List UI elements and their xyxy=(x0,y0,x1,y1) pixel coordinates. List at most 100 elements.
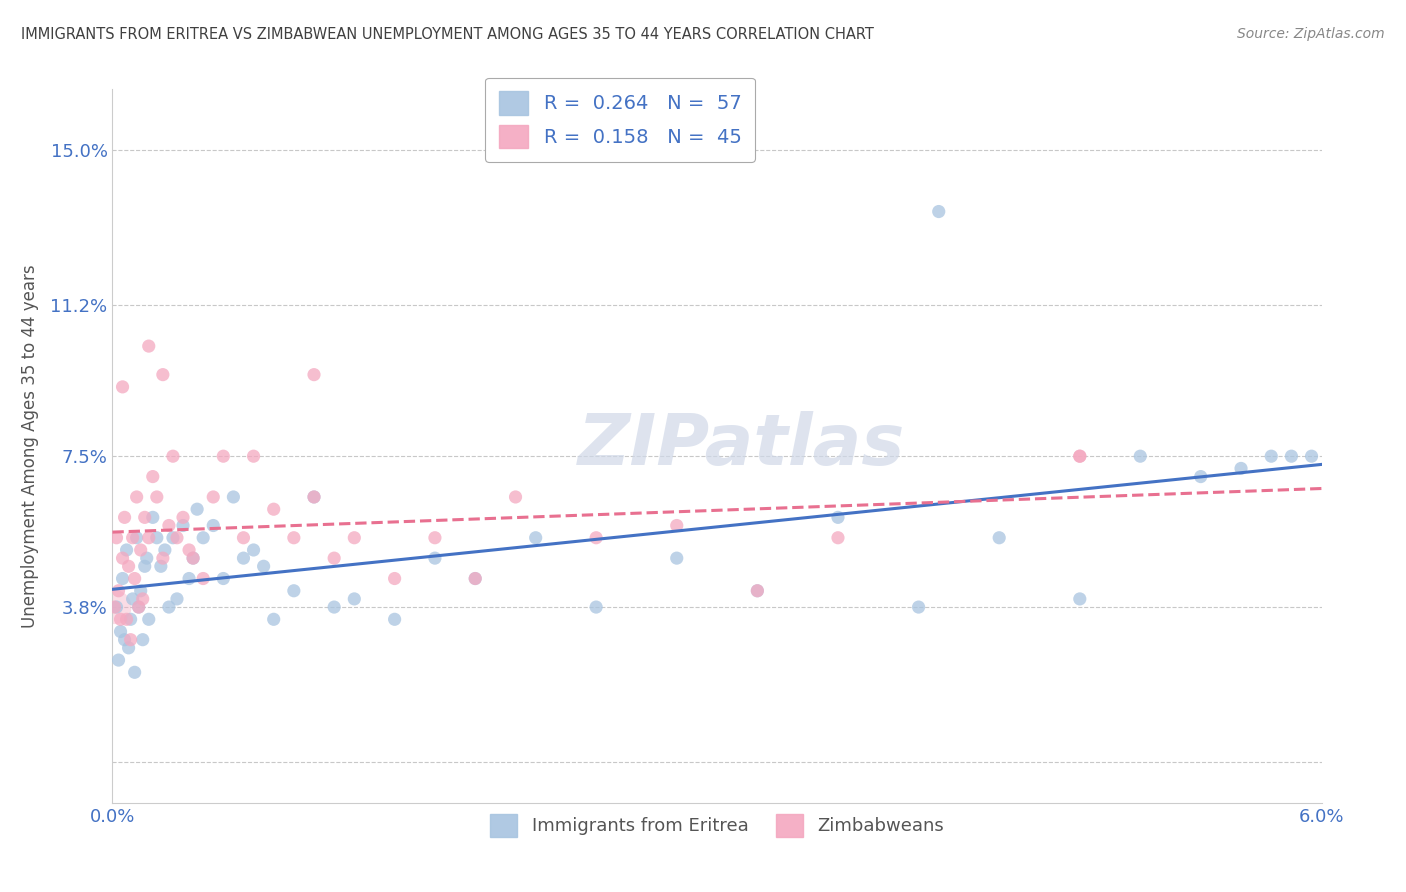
Point xyxy=(384,612,406,626)
Point xyxy=(585,531,607,545)
Point xyxy=(128,600,150,615)
Point xyxy=(142,510,165,524)
Point xyxy=(1189,469,1212,483)
Point xyxy=(1129,449,1152,463)
Point xyxy=(423,551,446,566)
Point xyxy=(110,624,132,639)
Point xyxy=(177,572,200,586)
Point xyxy=(665,518,688,533)
Point xyxy=(907,600,929,615)
Point xyxy=(177,543,200,558)
Point xyxy=(124,665,146,680)
Point xyxy=(142,469,165,483)
Point xyxy=(138,339,160,353)
Point xyxy=(157,518,180,533)
Legend: Immigrants from Eritrea, Zimbabweans: Immigrants from Eritrea, Zimbabweans xyxy=(484,807,950,844)
Point xyxy=(524,531,547,545)
Point xyxy=(110,612,132,626)
Point xyxy=(202,490,225,504)
Point xyxy=(263,612,285,626)
Point xyxy=(186,502,208,516)
Point xyxy=(384,572,406,586)
Point xyxy=(323,600,346,615)
Point xyxy=(134,510,156,524)
Point xyxy=(827,510,849,524)
Point xyxy=(107,653,129,667)
Point xyxy=(747,583,769,598)
Point xyxy=(665,551,688,566)
Point xyxy=(121,531,143,545)
Point xyxy=(146,490,169,504)
Text: IMMIGRANTS FROM ERITREA VS ZIMBABWEAN UNEMPLOYMENT AMONG AGES 35 TO 44 YEARS COR: IMMIGRANTS FROM ERITREA VS ZIMBABWEAN UN… xyxy=(21,27,875,42)
Point xyxy=(124,572,146,586)
Point xyxy=(222,490,245,504)
Point xyxy=(115,543,138,558)
Point xyxy=(103,600,125,615)
Point xyxy=(117,640,139,655)
Point xyxy=(105,600,128,615)
Point xyxy=(827,531,849,545)
Point xyxy=(146,531,169,545)
Point xyxy=(152,551,174,566)
Point xyxy=(302,368,325,382)
Point xyxy=(323,551,346,566)
Point xyxy=(242,543,264,558)
Point xyxy=(120,612,142,626)
Point xyxy=(302,490,325,504)
Point xyxy=(125,490,148,504)
Point xyxy=(1230,461,1253,475)
Point xyxy=(505,490,527,504)
Point xyxy=(343,591,366,606)
Point xyxy=(138,531,160,545)
Point xyxy=(464,572,486,586)
Point xyxy=(1069,449,1091,463)
Point xyxy=(103,600,125,615)
Point xyxy=(423,531,446,545)
Point xyxy=(191,572,215,586)
Point xyxy=(166,531,188,545)
Point xyxy=(464,572,486,586)
Point xyxy=(120,632,142,647)
Point xyxy=(343,531,366,545)
Point xyxy=(191,531,215,545)
Point xyxy=(181,551,204,566)
Point xyxy=(129,543,152,558)
Point xyxy=(232,551,254,566)
Point xyxy=(105,531,128,545)
Point xyxy=(212,449,235,463)
Point xyxy=(1260,449,1282,463)
Point xyxy=(263,502,285,516)
Point xyxy=(111,380,134,394)
Point xyxy=(125,531,148,545)
Point xyxy=(138,612,160,626)
Point xyxy=(242,449,264,463)
Point xyxy=(1069,591,1091,606)
Point xyxy=(1279,449,1302,463)
Point xyxy=(928,204,950,219)
Point xyxy=(283,583,305,598)
Point xyxy=(988,531,1011,545)
Point xyxy=(121,591,143,606)
Point xyxy=(107,583,129,598)
Point xyxy=(152,368,174,382)
Point xyxy=(114,632,136,647)
Point xyxy=(181,551,204,566)
Point xyxy=(129,583,152,598)
Text: ZIPatlas: ZIPatlas xyxy=(578,411,905,481)
Point xyxy=(1069,449,1091,463)
Point xyxy=(115,612,138,626)
Point xyxy=(232,531,254,545)
Point xyxy=(302,490,325,504)
Point xyxy=(283,531,305,545)
Point xyxy=(172,518,194,533)
Point xyxy=(162,449,184,463)
Text: Source: ZipAtlas.com: Source: ZipAtlas.com xyxy=(1237,27,1385,41)
Point xyxy=(132,632,155,647)
Point xyxy=(1301,449,1323,463)
Point xyxy=(135,551,157,566)
Point xyxy=(172,510,194,524)
Point xyxy=(253,559,276,574)
Point xyxy=(585,600,607,615)
Point xyxy=(128,600,150,615)
Point xyxy=(212,572,235,586)
